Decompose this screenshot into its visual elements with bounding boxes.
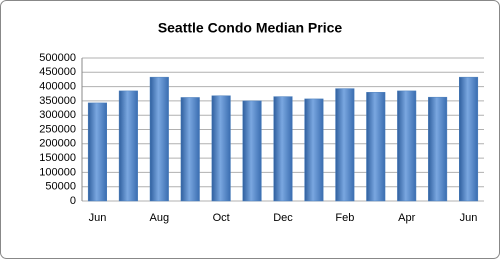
- bar: [304, 98, 324, 202]
- bar: [428, 96, 448, 202]
- y-tick-label: 400000: [39, 81, 76, 93]
- bar: [211, 95, 231, 202]
- x-tick-label: Apr: [398, 212, 415, 224]
- bar: [335, 88, 355, 202]
- x-tick-label: Jun: [89, 212, 107, 224]
- bar: [242, 100, 262, 202]
- y-tick-label: 100000: [39, 166, 76, 178]
- y-tick-label: 300000: [39, 109, 76, 121]
- y-tick-label: 250000: [39, 123, 76, 135]
- y-tick-label: 50000: [45, 181, 76, 193]
- x-tick-label: Dec: [273, 212, 293, 224]
- bar: [118, 90, 138, 202]
- x-tick-label: Oct: [213, 212, 230, 224]
- bar: [459, 76, 479, 202]
- y-tick-label: 450000: [39, 66, 76, 78]
- y-tick-label: 200000: [39, 138, 76, 150]
- bar: [273, 96, 293, 202]
- chart-title: Seattle Condo Median Price: [158, 20, 343, 36]
- x-tick-label: Jun: [460, 212, 478, 224]
- bar: [397, 90, 417, 202]
- bar: [366, 92, 386, 202]
- bar: [87, 102, 107, 202]
- x-tick-label: Feb: [335, 212, 354, 224]
- bar: [180, 97, 200, 202]
- bar: [149, 76, 169, 202]
- y-tick-label: 500000: [39, 52, 76, 64]
- y-tick-label: 150000: [39, 152, 76, 164]
- y-tick-label: 0: [70, 195, 76, 207]
- x-tick-label: Aug: [150, 212, 170, 224]
- y-tick-label: 350000: [39, 95, 76, 107]
